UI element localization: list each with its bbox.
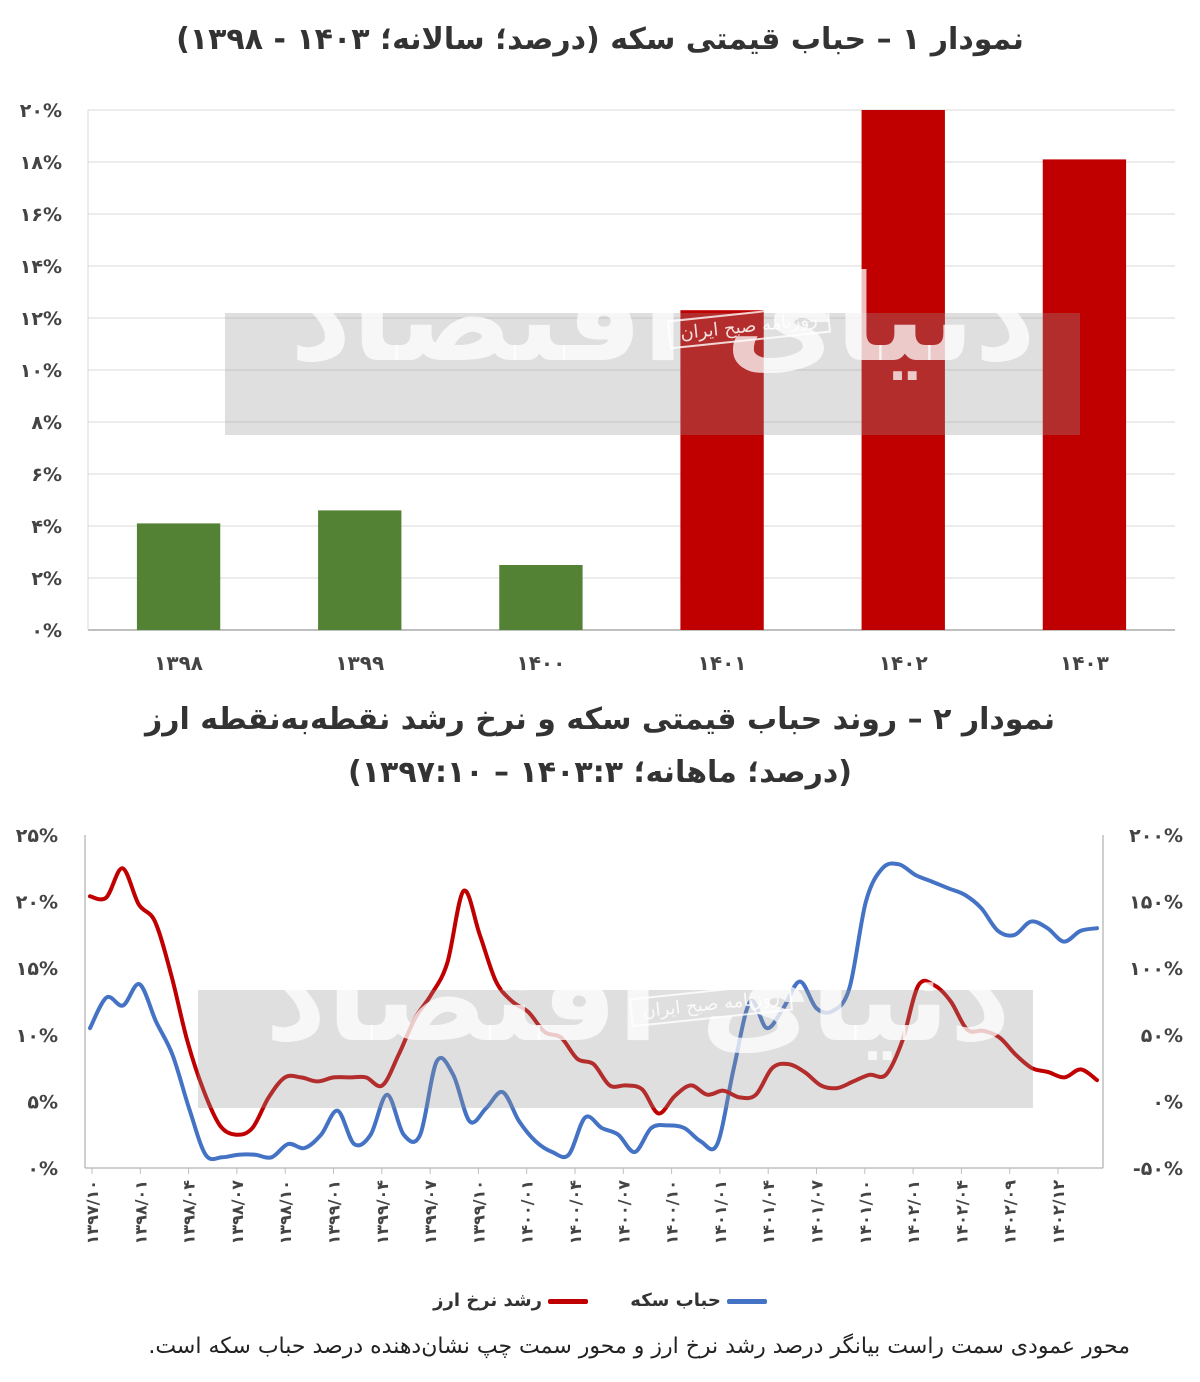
chart1-xtick-label: ۱۴۰۳ [1060, 651, 1109, 675]
chart2-xtick-label: ۱۴۰۱/۰۷ [808, 1180, 827, 1245]
watermark-band-2 [198, 990, 1033, 1108]
legend-swatch-bubble [726, 1298, 767, 1304]
chart2-left-tick-label: ۱۵% [16, 958, 58, 980]
chart1-xtick-label: ۱۴۰۱ [698, 651, 747, 675]
chart1-plot: ۰% ۲% ۴% ۶% ۸% ۱۰% ۱۲% ۱۴% ۱۶% ۱۸% ۲۰% ۱۳۹۸ ۱۳۹۹ ۱۴۰… [20, 100, 1175, 675]
chart2-left-tick-label: ۱۰% [16, 1025, 58, 1047]
chart2-xtick-label: ۱۴۰۰/۰۴ [566, 1180, 585, 1245]
chart2-right-tick-label: ۱۵۰% [1129, 892, 1183, 914]
chart2-plot: ۰% ۵% ۱۰% ۱۵% ۲۰% ۲۵% -۵۰% ۰% ۵۰% ۱۰۰% ۱۵۰% ۲۰۰% ۱… [16, 825, 1183, 1245]
chart1-xtick-label: ۱۴۰۰ [517, 651, 566, 675]
chart2-legend: حباب سکه رشد نرخ ارز [0, 1290, 1200, 1311]
chart1-ytick-label: ۸% [31, 412, 62, 434]
chart1-ytick-label: ۴% [31, 516, 62, 538]
chart1-bar [1042, 159, 1127, 630]
chart2-xtick-label: ۱۳۹۹/۰۷ [421, 1180, 440, 1245]
chart2-title-line1: نمودار ۲ – روند حباب قیمتی سکه و نرخ رشد… [144, 702, 1055, 737]
chart2-xtick-label: ۱۴۰۱/۰۴ [759, 1180, 778, 1245]
chart2-xtick-label: ۱۳۹۹/۰۱ [325, 1180, 344, 1244]
chart2-right-tick-label: ۲۰۰% [1129, 825, 1183, 847]
chart1-ytick-label: ۱۲% [20, 308, 62, 330]
chart2-series-bubble-line [88, 861, 1099, 1162]
chart1-xtick-label: ۱۳۹۸ [154, 651, 203, 675]
legend-label-bubble: حباب سکه [630, 1290, 721, 1311]
footnote: محور عمودی سمت راست بیانگر درصد رشد نرخ … [148, 1334, 1130, 1359]
legend-label-fx: رشد نرخ ارز [433, 1290, 542, 1311]
chart1-bar [318, 510, 402, 630]
legend-item-bubble: حباب سکه [630, 1290, 767, 1311]
chart2-xtick-label: ۱۳۹۸/۰۷ [228, 1180, 247, 1245]
chart2-xtick-label: ۱۴۰۲/۰۱ [904, 1180, 923, 1244]
chart2-left-tick-label: ۲۰% [16, 892, 58, 914]
chart1-title: نمودار ۱ – حباب قیمتی سکه (درصد؛ سالانه؛… [176, 22, 1024, 57]
chart2-xtick-label: ۱۴۰۲/۰۴ [952, 1180, 971, 1245]
chart2-title-line2: (درصد؛ ماهانه؛ ۱۴۰۳:۳ – ۱۳۹۷:۱۰) [348, 755, 852, 790]
chart1-bar [499, 565, 583, 630]
chart1-xtick-label: ۱۳۹۹ [335, 651, 384, 675]
chart2-xtick-label: ۱۴۰۰/۰۱ [518, 1180, 537, 1244]
chart2-right-tick-label: ۱۰۰% [1129, 958, 1183, 980]
legend-swatch-fx [548, 1298, 588, 1304]
chart1-ytick-label: ۱۴% [20, 256, 62, 278]
chart2-series-fx-line [88, 866, 1099, 1137]
chart1-ytick-label: ۱۶% [20, 204, 62, 226]
chart1-xtick-label: ۱۴۰۲ [879, 651, 928, 675]
chart2-xtick-label: ۱۳۹۸/۱۰ [276, 1180, 295, 1244]
chart2-xtick-label: ۱۳۹۹/۰۴ [373, 1180, 392, 1245]
chart1-bar [136, 523, 221, 630]
chart2-xtick-label: ۱۳۹۸/۰۱ [131, 1180, 150, 1244]
chart2-right-tick-label: ۰% [1152, 1091, 1183, 1113]
chart1-ytick-label: ۱۸% [20, 152, 62, 174]
watermark-brand-1: دنیای اقتصاد [290, 250, 1037, 389]
legend-item-fx: رشد نرخ ارز [433, 1290, 588, 1311]
chart2-xtick-label: ۱۴۰۰/۰۷ [614, 1180, 633, 1245]
chart1-bar [680, 310, 764, 630]
chart2-xtick-label: ۱۴۰۲/۰۹ [1001, 1180, 1020, 1245]
chart1-ytick-label: ۲۰% [20, 100, 62, 122]
chart2-xtick-label: ۱۳۹۷/۱۰ [83, 1180, 102, 1244]
chart2-xtick-label: ۱۴۰۰/۱۰ [663, 1180, 682, 1244]
chart2-left-tick-label: ۰% [27, 1158, 58, 1180]
chart2-xtick-label: ۱۴۰۱/۰۱ [711, 1180, 730, 1244]
chart2-xtick-label: ۱۳۹۸/۰۴ [180, 1180, 199, 1245]
chart1-bar [861, 110, 945, 630]
chart2-xtick-label: ۱۴۰۱/۱۰ [856, 1180, 875, 1244]
chart2-xtick-label: ۱۳۹۹/۱۰ [469, 1180, 488, 1244]
chart2-xtick-label: ۱۴۰۲/۱۲ [1049, 1180, 1068, 1245]
chart1-ytick-label: ۰% [31, 620, 62, 642]
chart2-right-tick-label: -۵۰% [1133, 1158, 1183, 1180]
chart1-ytick-label: ۶% [31, 464, 62, 486]
watermark-band-1 [225, 313, 1080, 435]
chart1-ytick-label: ۲% [31, 568, 62, 590]
watermark-brand-2: دنیای اقتصاد [265, 930, 1012, 1069]
chart1-ytick-label: ۱۰% [20, 360, 62, 382]
chart2-right-tick-label: ۵۰% [1141, 1025, 1183, 1047]
chart2-left-tick-label: ۲۵% [16, 825, 58, 847]
chart2-left-tick-label: ۵% [27, 1091, 58, 1113]
